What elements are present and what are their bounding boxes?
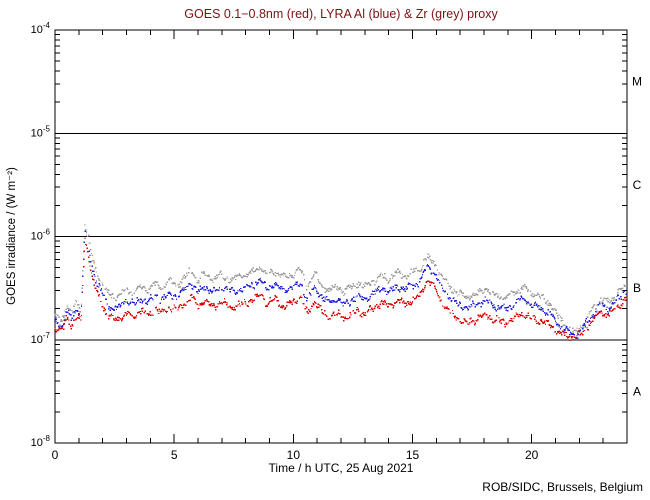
y-tick-label: 10-8 xyxy=(31,434,51,449)
y-tick-label: 10-7 xyxy=(31,331,51,346)
chart-title: GOES 0.1−0.8nm (red), LYRA Al (blue) & Z… xyxy=(184,7,498,21)
series-lyra-al-proxy xyxy=(54,230,627,339)
axis-ticks xyxy=(54,29,628,444)
x-axis-label: Time / h UTC, 25 Aug 2021 xyxy=(269,461,414,475)
x-tick-label: 0 xyxy=(52,448,59,462)
x-tick-label: 10 xyxy=(287,448,301,462)
flare-class-label-c: C xyxy=(633,178,642,192)
y-tick-label: 10-6 xyxy=(31,228,51,243)
plot-generated-content: 0 5 10 15 20 10-4 10-5 10-6 10-7 10-8 M C B A xyxy=(31,21,642,462)
y-axis-label: GOES irradiance / (W m⁻²) xyxy=(6,167,18,305)
y-tick-label: 10-5 xyxy=(31,124,51,139)
x-tick-label: 15 xyxy=(406,448,420,462)
flare-class-label-a: A xyxy=(633,384,641,398)
flare-class-label-m: M xyxy=(632,75,642,89)
flare-class-label-b: B xyxy=(633,281,641,295)
series-lyra-zr-proxy xyxy=(54,223,627,334)
series-goes-0-1-0-8nm xyxy=(54,237,627,341)
x-tick-label: 20 xyxy=(525,448,539,462)
x-tick-label: 5 xyxy=(171,448,178,462)
credit-text: ROB/SIDC, Brussels, Belgium xyxy=(482,480,643,494)
y-tick-label: 10-4 xyxy=(31,21,51,36)
